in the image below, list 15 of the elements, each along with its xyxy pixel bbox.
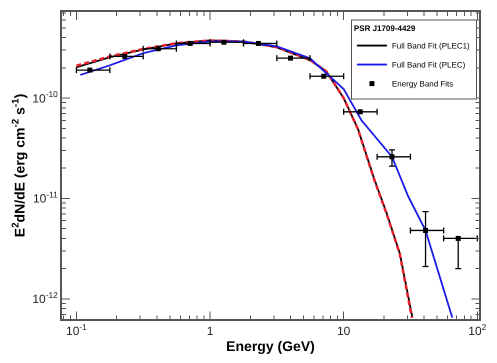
legend-title: PSR J1709-4429 [354, 24, 416, 34]
x-tick-label: 10$^{2}$ [468, 322, 487, 338]
y-tick-label: 10$^{-10}$ [32, 89, 58, 106]
y-tick-label: 10$^{-11}$ [33, 190, 58, 206]
point [456, 236, 461, 241]
legend-label: Full Band Fit (PLEC) [392, 60, 466, 70]
point [423, 228, 428, 233]
x-tick-label: 1 [206, 324, 214, 338]
legend-label: Energy Band Fits [392, 80, 454, 89]
x-axis-title: Energy (GeV) [226, 338, 315, 354]
point [390, 154, 394, 160]
x-tick-label: 10 [336, 324, 351, 338]
x-tick-label: 10$^{-1}$ [66, 322, 88, 338]
y-tick-label: 10$^{-12}$ [32, 290, 58, 306]
legend-label: Full Band Fit (PLEC1) [392, 42, 470, 51]
